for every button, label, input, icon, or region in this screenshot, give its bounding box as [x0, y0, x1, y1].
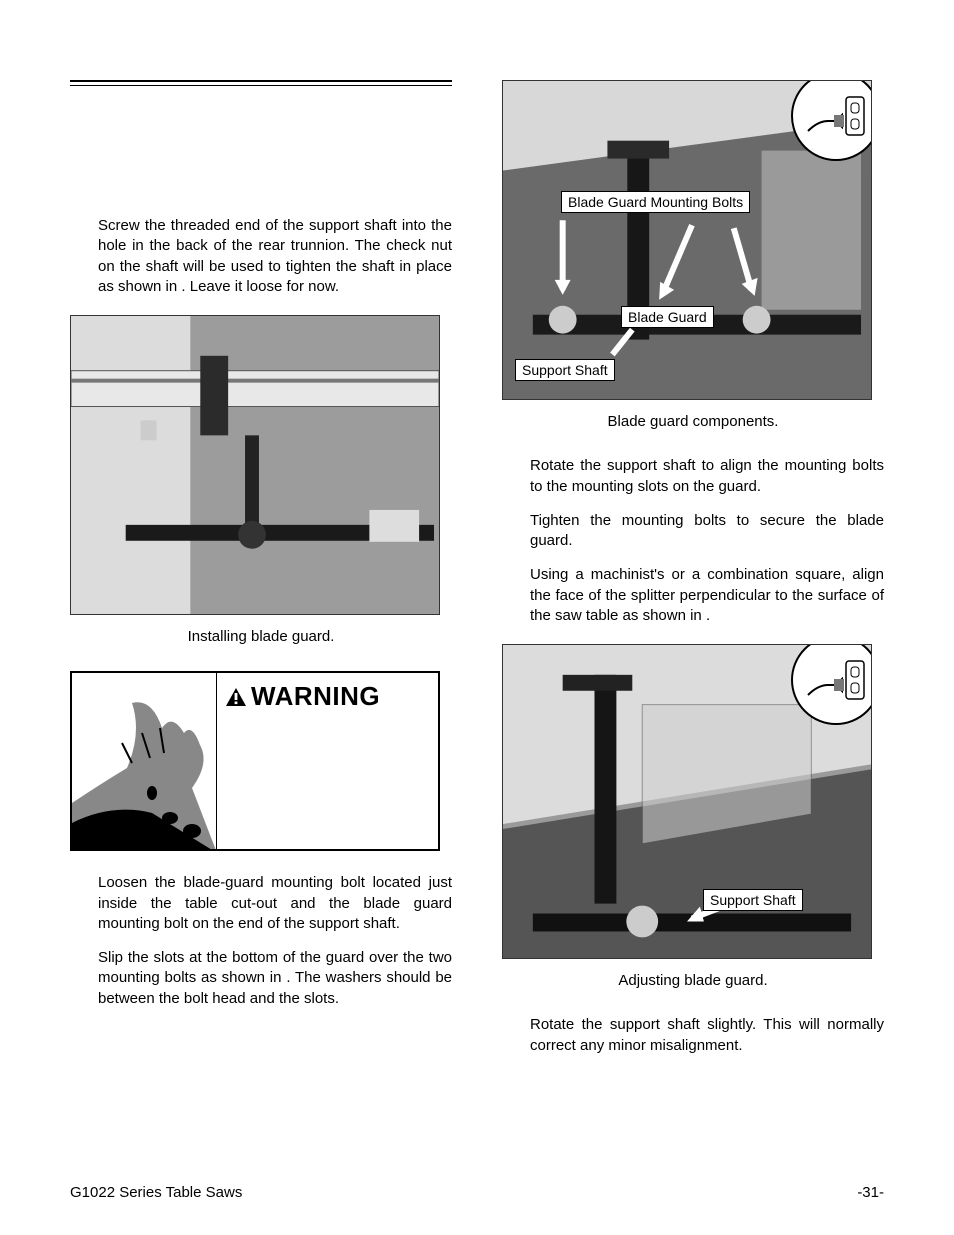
step-align-text: Using a machinist's or a combination squ…: [502, 565, 884, 626]
figure-1-svg: [71, 316, 439, 614]
plug-outlet-icon-2: [806, 655, 866, 705]
step-tighten-text: Tighten the mounting bolts to secure the…: [502, 511, 884, 552]
figure-2-caption: Blade guard components.: [502, 412, 884, 432]
left-column: Screw the threaded end of the support sh…: [70, 80, 452, 1140]
figure-installing-blade-guard: [70, 315, 440, 615]
figure-1-caption: Installing blade guard.: [70, 627, 452, 647]
warning-illustration: [72, 673, 217, 849]
step-slip-text: Slip the slots at the bottom of the guar…: [70, 948, 452, 1009]
warning-label: WARNING: [251, 681, 380, 712]
footer-left: G1022 Series Table Saws: [70, 1184, 242, 1201]
injured-hand-icon: [72, 673, 217, 849]
label-support-shaft-2: Support Shaft: [703, 889, 803, 911]
label-support-shaft: Support Shaft: [515, 359, 615, 381]
footer-right: -31-: [857, 1184, 884, 1201]
step-rotate-slightly-text: Rotate the support shaft slightly. This …: [502, 1015, 884, 1056]
step-1-text: Screw the threaded end of the support sh…: [70, 216, 452, 297]
plug-outlet-icon: [806, 91, 866, 141]
warning-text-area: WARNING: [217, 673, 438, 849]
figure-blade-guard-components: Blade Guard Mounting Bolts Blade Guard S…: [502, 80, 872, 400]
figure-3-caption: Adjusting blade guard.: [502, 971, 884, 991]
warning-title: WARNING: [225, 681, 430, 712]
section-rule: [70, 80, 452, 86]
label-blade-guard: Blade Guard: [621, 306, 714, 328]
page-footer: G1022 Series Table Saws -31-: [70, 1184, 884, 1201]
page-columns: Screw the threaded end of the support sh…: [70, 80, 884, 1140]
step-rotate-text: Rotate the support shaft to align the mo…: [502, 456, 884, 497]
label-mounting-bolts: Blade Guard Mounting Bolts: [561, 191, 750, 213]
warning-triangle-icon: [225, 687, 247, 707]
warning-box: WARNING: [70, 671, 440, 851]
figure-adjusting-blade-guard: Support Shaft: [502, 644, 872, 959]
right-column: Blade Guard Mounting Bolts Blade Guard S…: [502, 80, 884, 1140]
step-loosen-text: Loosen the blade-guard mounting bolt loc…: [70, 873, 452, 934]
step-1b: . Leave it loose for now.: [181, 278, 339, 295]
step-align-b: .: [706, 607, 710, 624]
